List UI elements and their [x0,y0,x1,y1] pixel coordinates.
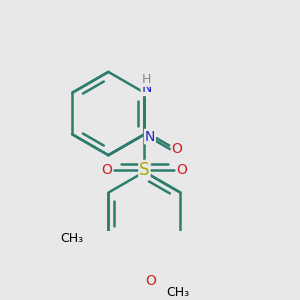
Text: S: S [139,161,150,179]
Text: N: N [145,130,155,143]
Text: O: O [172,142,182,156]
Text: N: N [141,81,152,95]
Text: H: H [142,73,151,86]
Text: CH₃: CH₃ [60,232,83,245]
Text: O: O [101,163,112,177]
Text: O: O [177,163,188,177]
Text: O: O [145,274,156,288]
Text: CH₃: CH₃ [167,286,190,299]
